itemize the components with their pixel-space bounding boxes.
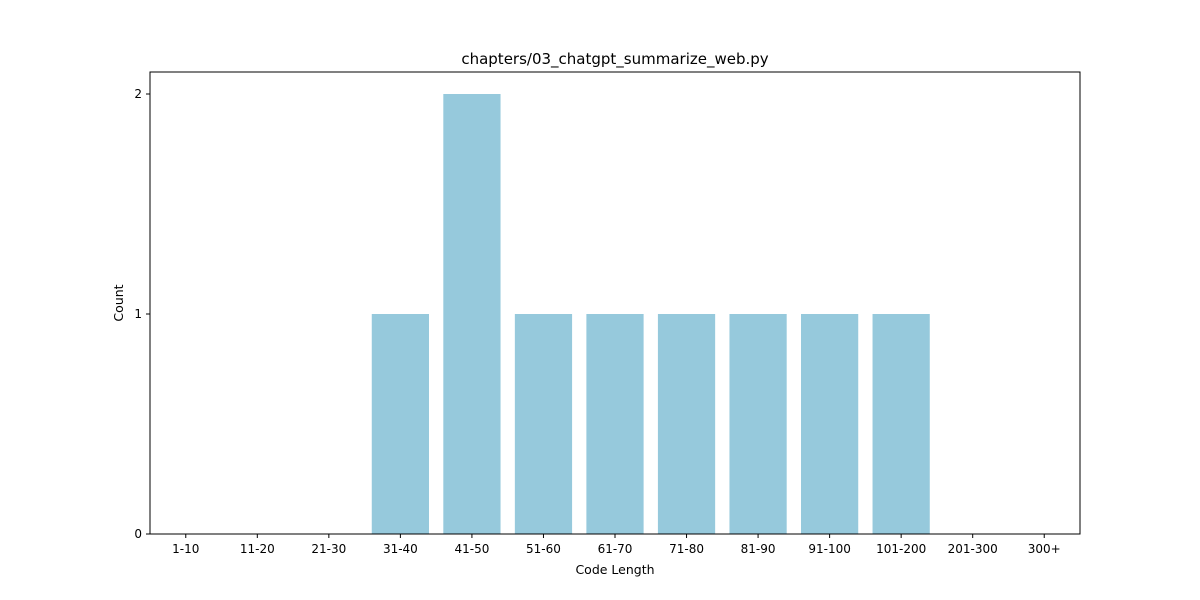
x-tick-label: 51-60: [526, 542, 561, 556]
bar-71-80: [657, 314, 716, 534]
x-tick-label: 41-50: [454, 542, 489, 556]
bar-101-200: [872, 314, 930, 534]
bar-group: [371, 94, 930, 534]
x-tick-label: 300+: [1028, 542, 1061, 556]
plot-frame: [149, 71, 1081, 535]
bar-31-40: [371, 314, 429, 534]
x-axis-label: Code Length: [575, 562, 654, 577]
y-tick-label: 2: [134, 87, 142, 101]
y-axis: 0 1 2: [134, 87, 150, 541]
x-axis: 1-10 11-20 21-30 31-40 41-50 51-60 61-70 71-80 8…: [172, 534, 1061, 556]
bar-61-70: [586, 314, 644, 534]
x-tick-label: 61-70: [598, 542, 633, 556]
x-tick-label: 1-10: [172, 542, 199, 556]
bar-41-50: [443, 94, 501, 534]
y-axis-label: Count: [111, 284, 126, 321]
x-tick-label: 21-30: [311, 542, 346, 556]
x-tick-label: 101-200: [876, 542, 926, 556]
x-tick-label: 91-100: [808, 542, 851, 556]
y-tick-label: 0: [134, 527, 142, 541]
x-tick-label: 71-80: [669, 542, 704, 556]
x-tick-label: 201-300: [948, 542, 998, 556]
x-tick-label: 31-40: [383, 542, 418, 556]
bar-51-60: [514, 314, 573, 534]
x-tick-label: 81-90: [741, 542, 776, 556]
y-tick-label: 1: [134, 307, 142, 321]
bar-91-100: [801, 314, 859, 534]
bar-81-90: [729, 314, 787, 534]
chart-title: chapters/03_chatgpt_summarize_web.py: [461, 50, 768, 69]
x-tick-label: 11-20: [240, 542, 275, 556]
